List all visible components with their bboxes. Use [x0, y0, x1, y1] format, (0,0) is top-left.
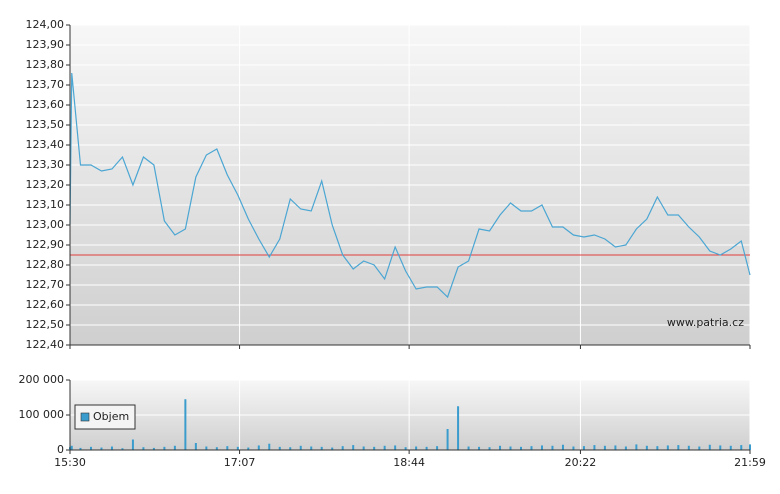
y-tick-label: 123,10: [26, 198, 65, 211]
volume-bar: [645, 445, 648, 450]
volume-bar: [729, 445, 732, 450]
volume-bar: [215, 447, 218, 450]
volume-bar: [561, 444, 564, 450]
volume-bar: [582, 446, 585, 450]
volume-bar: [341, 446, 344, 450]
volume-bar: [530, 446, 533, 450]
volume-bar: [310, 446, 313, 450]
x-tick-label: 18:44: [393, 456, 425, 469]
volume-bar: [749, 444, 751, 450]
volume-bar: [121, 448, 124, 450]
y-tick-label: 122,90: [26, 238, 65, 251]
volume-bar: [289, 447, 292, 450]
y-tick-label: 123,60: [26, 98, 65, 111]
legend-label: Objem: [93, 410, 129, 423]
volume-bar: [89, 446, 92, 450]
volume-bar: [163, 446, 166, 450]
volume-bar: [488, 447, 491, 450]
volume-bar: [299, 445, 302, 450]
y-tick-label: 124,00: [26, 18, 65, 31]
volume-bar: [425, 446, 428, 450]
volume-bar: [79, 447, 82, 450]
volume-bar: [614, 445, 617, 450]
y-tick-label: 122,50: [26, 318, 65, 331]
y-tick-label: 123,40: [26, 138, 65, 151]
y-tick-label: 122,60: [26, 298, 65, 311]
volume-bar: [373, 446, 376, 450]
volume-bar: [520, 446, 523, 450]
volume-bar: [173, 445, 176, 450]
volume-bar: [551, 445, 554, 450]
volume-bar: [184, 399, 187, 450]
y-tick-label: 122,70: [26, 278, 65, 291]
volume-bar: [100, 447, 103, 450]
volume-bar: [257, 445, 260, 450]
volume-bar: [110, 446, 113, 450]
y-tick-label: 100 000: [19, 408, 65, 421]
volume-bar: [268, 443, 271, 450]
y-tick-label: 0: [57, 443, 64, 456]
volume-bar: [624, 446, 627, 450]
x-tick-label: 21:59: [734, 456, 766, 469]
y-tick-label: 200 000: [19, 373, 65, 386]
volume-bar: [708, 444, 711, 450]
y-tick-label: 123,90: [26, 38, 65, 51]
volume-bar: [666, 445, 669, 450]
y-tick-label: 123,30: [26, 158, 65, 171]
volume-bar: [635, 444, 638, 450]
volume-bar: [362, 446, 365, 450]
y-tick-label: 122,80: [26, 258, 65, 271]
volume-bar: [131, 439, 134, 450]
volume-bar: [383, 445, 386, 450]
volume-bar: [404, 447, 407, 450]
watermark: www.patria.cz: [667, 316, 744, 329]
volume-bar: [509, 446, 512, 450]
volume-bar: [467, 446, 470, 450]
volume-bar: [331, 447, 334, 450]
volume-bar: [572, 446, 575, 450]
y-tick-label: 122,40: [26, 338, 65, 351]
volume-bar: [540, 445, 543, 450]
volume-bar: [656, 446, 659, 450]
y-tick-label: 123,50: [26, 118, 65, 131]
volume-bar: [205, 446, 208, 450]
volume-bar: [499, 445, 502, 450]
volume-bar: [698, 446, 701, 450]
volume-bar: [740, 445, 743, 450]
volume-bar: [687, 445, 690, 450]
volume-bar: [446, 429, 449, 450]
volume-bar: [677, 445, 680, 450]
volume-bar: [142, 447, 145, 450]
legend-swatch: [80, 412, 90, 422]
y-tick-label: 123,80: [26, 58, 65, 71]
y-tick-label: 123,70: [26, 78, 65, 91]
volume-bar: [152, 447, 155, 450]
volume-bar: [603, 445, 606, 450]
volume-bar: [194, 443, 197, 450]
volume-bar: [394, 445, 397, 450]
y-tick-label: 123,00: [26, 218, 65, 231]
x-tick-label: 17:07: [224, 456, 256, 469]
volume-bar: [70, 445, 73, 450]
volume-bar: [478, 446, 481, 450]
y-tick-label: 123,20: [26, 178, 65, 191]
volume-bar: [278, 446, 281, 450]
x-tick-label: 15:30: [54, 456, 86, 469]
volume-bar: [436, 446, 439, 450]
volume-bar: [226, 446, 229, 450]
x-tick-label: 20:22: [565, 456, 597, 469]
volume-bar: [719, 445, 722, 450]
volume-bar: [320, 446, 323, 450]
volume-bar: [593, 445, 596, 450]
volume-bar: [352, 445, 355, 450]
volume-bar: [457, 406, 460, 450]
volume-bar: [415, 446, 418, 450]
volume-bar: [247, 447, 250, 450]
price-line: [69, 72, 751, 299]
volume-bar: [236, 446, 239, 450]
